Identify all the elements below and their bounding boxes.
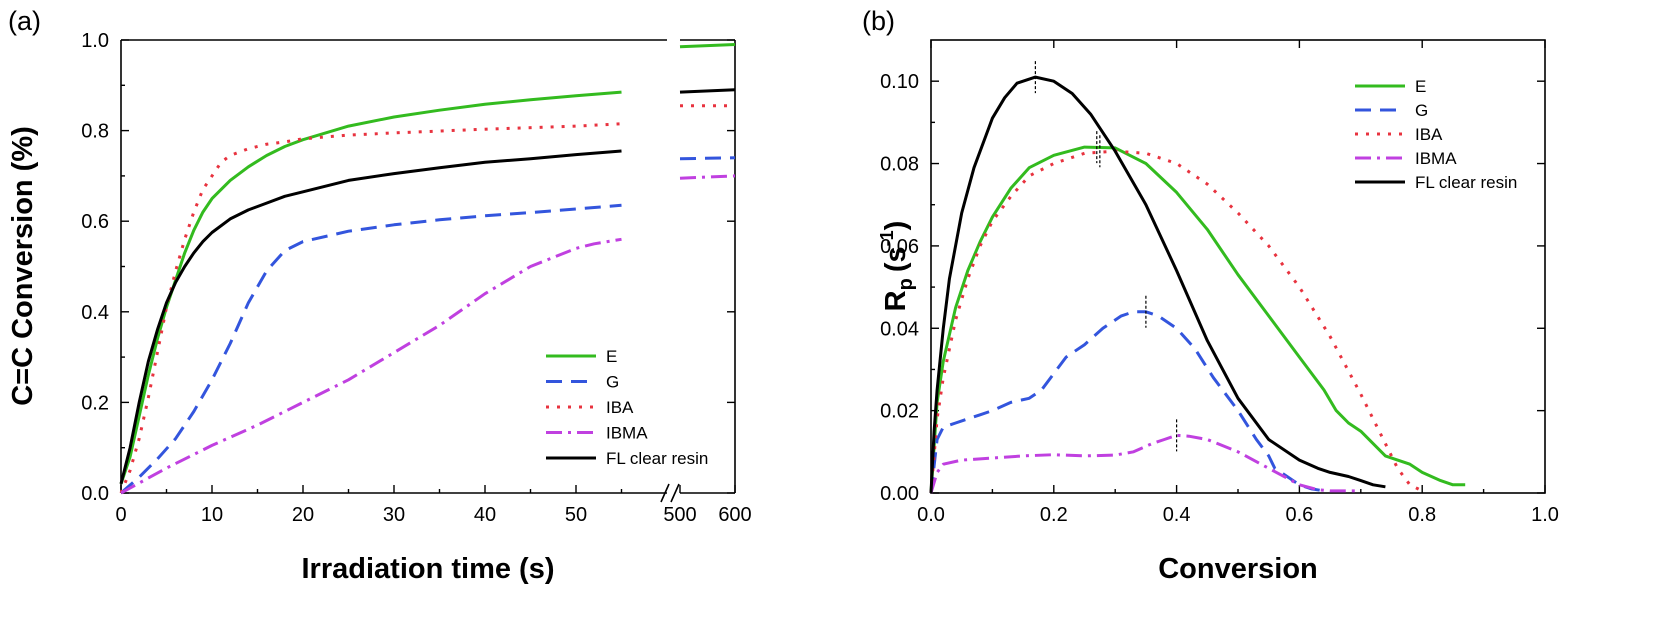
panel-b-x-axis-title: Conversion [1158, 553, 1318, 585]
panel-b-x-tick-label-5: 1.0 [1531, 504, 1559, 526]
panel-b-x-tick-label-2: 0.4 [1163, 504, 1191, 526]
panel-b-x-tick-label-4: 0.8 [1408, 504, 1436, 526]
panel-a-x-axis-title: Irradiation time (s) [302, 553, 555, 585]
panel-b-legend-label-3: IBMA [1415, 149, 1457, 168]
panel-a-y-axis-title: C=C Conversion (%) [7, 126, 39, 406]
panel-a-series-4 [119, 149, 622, 485]
panel-a-x-tick-label-1: 10 [201, 504, 223, 526]
panel-b-series-2 [929, 149, 1423, 494]
panel-a-y-tick-label-0: 0.0 [81, 483, 109, 505]
panel-b-legend-label-1: G [1415, 101, 1428, 120]
panel-a-legend-label-3: IBMA [606, 424, 648, 443]
panel-b-y-axis-title-main: R [880, 290, 912, 311]
panel-a-segment-tick-label-1: 600 [718, 504, 751, 526]
panel-a-x-tick-label-0: 0 [115, 504, 126, 526]
panel-b-y-axis-title-superscript: -1 [877, 230, 897, 246]
panel-b-y-tick-label-3: 0.06 [880, 236, 919, 258]
panel-a-series-0 [119, 90, 622, 485]
panel-a-x-tick-label-5: 50 [565, 504, 587, 526]
panel-b-legend-label-2: IBA [1415, 125, 1443, 144]
panel-a-y-tick-label-1: 0.2 [81, 392, 109, 414]
panel-a-x-tick-label-4: 40 [474, 504, 496, 526]
panel-b-plot-frame [930, 39, 1546, 494]
panel-b-y-tick-label-4: 0.08 [880, 154, 919, 176]
panel-a: (a) Irradiation time (s) C=C Conversion … [7, 6, 752, 585]
panel-a-series-segment-0 [679, 43, 736, 49]
panel-a-series-segment-3 [679, 174, 736, 180]
panel-b-series-1 [929, 310, 1325, 494]
panel-a-y-tick-label-3: 0.6 [81, 211, 109, 233]
panel-a-axis-break-mark-1 [660, 483, 670, 503]
panel-a-y-tick-label-2: 0.4 [81, 302, 109, 324]
panel-a-y-tick-label-4: 0.8 [81, 121, 109, 143]
panel-a-x-tick-label-3: 30 [383, 504, 405, 526]
panel-b-series-3 [929, 433, 1361, 494]
panel-a-series-3 [120, 237, 622, 495]
panel-b-series-4 [929, 75, 1386, 494]
panel-b-y-tick-label-2: 0.04 [880, 318, 919, 340]
panel-a-legend-label-1: G [606, 373, 619, 392]
panel-a-axis-break-mark-2 [670, 483, 680, 503]
panel-b-legend-label-4: FL clear resin [1415, 173, 1517, 192]
panel-b-label: (b) [862, 6, 895, 36]
panel-b-y-tick-label-1: 0.02 [880, 401, 919, 423]
panel-a-legend-label-0: E [606, 347, 617, 366]
panel-b-legend-label-0: E [1415, 77, 1426, 96]
panel-b: (b) Conversion Rp (s-1) 0.0 0.2 0.4 0.6 0.8 1.… [862, 6, 1559, 585]
panel-b-y-axis-title-subscript: p [895, 278, 917, 290]
panel-a-segment-tick-label-0: 500 [663, 504, 696, 526]
panel-b-y-axis-title-unit: (s [880, 246, 912, 272]
panel-a-series-2 [119, 122, 622, 494]
panel-b-y-tick-label-0: 0.00 [880, 483, 919, 505]
panel-b-y-axis-title: Rp (s-1) [877, 221, 917, 312]
panel-a-legend-label-4: FL clear resin [606, 449, 708, 468]
panel-b-x-tick-label-3: 0.6 [1285, 504, 1313, 526]
panel-a-series-segment-1 [679, 156, 736, 161]
panel-a-y-tick-label-5: 1.0 [81, 30, 109, 52]
panel-a-series-1 [120, 203, 622, 495]
panel-b-x-tick-label-0: 0.0 [917, 504, 945, 526]
panel-a-x-tick-label-2: 20 [292, 504, 314, 526]
panel-a-series-segment-4 [679, 88, 736, 94]
panel-a-legend-label-2: IBA [606, 398, 634, 417]
panel-b-series-0 [929, 145, 1466, 494]
panel-b-x-tick-label-1: 0.2 [1040, 504, 1068, 526]
panel-a-label: (a) [8, 6, 41, 36]
panel-b-y-tick-label-5: 0.10 [880, 71, 919, 93]
panel-b-y-axis-title-close: ) [880, 221, 912, 231]
